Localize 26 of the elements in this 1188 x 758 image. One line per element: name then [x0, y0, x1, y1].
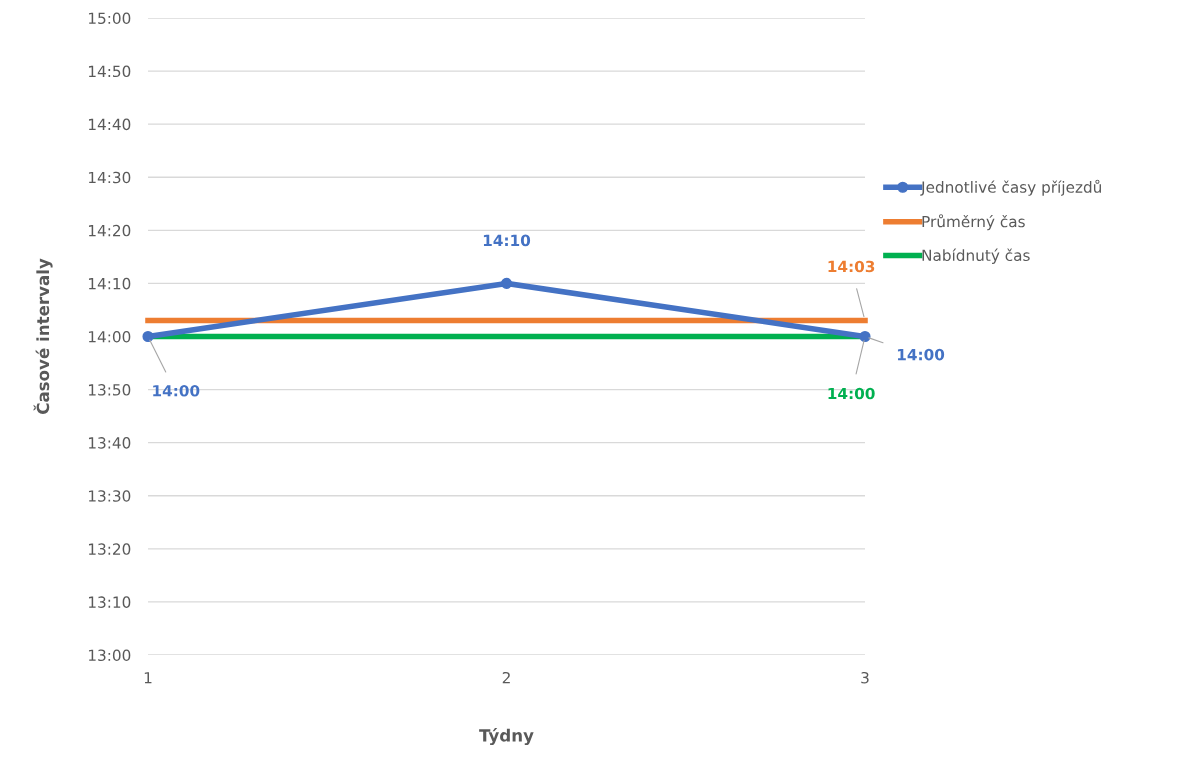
legend-label: Nabídnutý čas	[922, 248, 1030, 264]
x-tick-label: 2	[502, 671, 510, 684]
data-label: 14:10	[483, 234, 531, 247]
x-axis-title: Týdny	[479, 728, 534, 746]
x-tick-label: 1	[144, 672, 152, 684]
y-tick-label: 14:40	[88, 118, 131, 131]
y-tick-label: 13:10	[88, 596, 131, 608]
data-label: 14:00	[828, 387, 875, 400]
data-label: 14:03	[828, 260, 875, 273]
y-tick-label: 14:00	[88, 330, 131, 343]
y-tick-label: 13:00	[88, 649, 131, 662]
y-tick-label: 14:10	[88, 277, 131, 290]
y-tick-label: 13:50	[88, 384, 131, 396]
legend-label: Průměrný čas	[922, 214, 1025, 231]
y-tick-label: 14:20	[88, 224, 131, 237]
x-tick-label: 3	[861, 671, 869, 684]
data-label: 14:00	[153, 384, 200, 397]
y-tick-label: 13:20	[88, 543, 131, 555]
legend-label: Jednotlivé časy příjezdů	[920, 179, 1101, 196]
y-tick-label: 13:40	[88, 437, 131, 449]
y-tick-label: 15:00	[88, 12, 131, 25]
y-axis-title: Časové intervaly	[33, 258, 53, 414]
y-tick-label: 13:30	[88, 490, 131, 502]
data-label: 14:00	[897, 348, 945, 361]
y-tick-label: 14:50	[88, 65, 131, 78]
y-tick-label: 14:30	[88, 171, 131, 184]
